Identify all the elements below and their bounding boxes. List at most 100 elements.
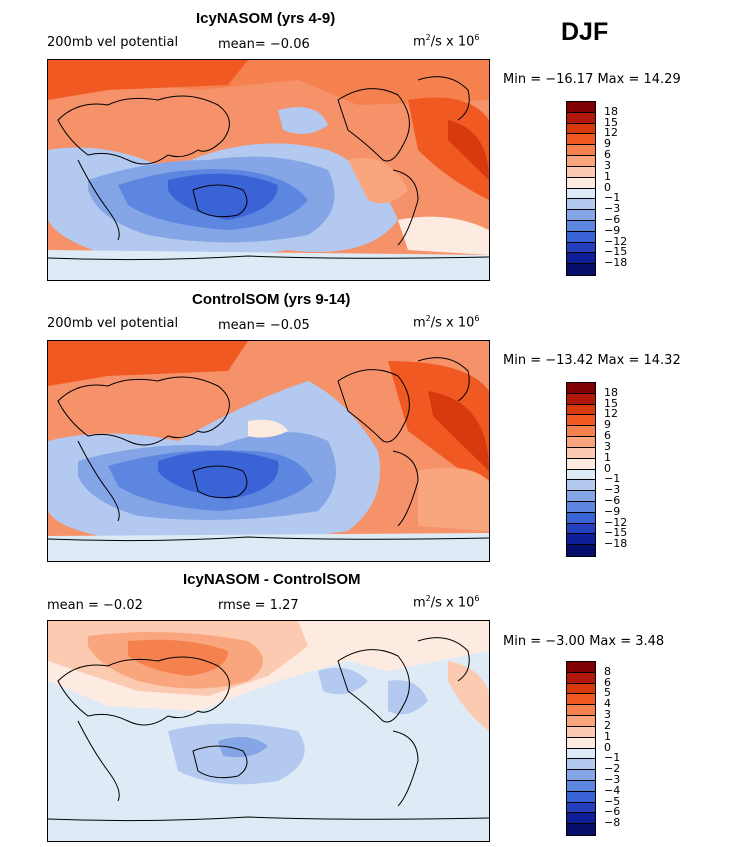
colorbar-swatch: [567, 426, 595, 438]
colorbar-swatch: [567, 156, 595, 167]
map-plot: [47, 620, 490, 842]
colorbar-swatch: [567, 545, 595, 556]
units-label: m2/s x 106: [413, 33, 480, 50]
colorbar-swatch: [567, 447, 595, 459]
colorbar-swatch: [567, 770, 595, 781]
colorbar-tick-label: 1: [604, 450, 611, 464]
panel-title: ControlSOM (yrs 9-14): [192, 291, 351, 308]
colorbar-swatch: [567, 683, 595, 695]
colorbar-tick-label: −3: [604, 772, 621, 786]
colorbar-tick-label: −5: [604, 794, 621, 808]
colorbar-swatch: [567, 737, 595, 749]
colorbar-swatch: [567, 123, 595, 135]
colorbar-tick-label: −1: [604, 751, 621, 765]
colorbar-swatch: [567, 780, 595, 792]
colorbar-swatch: [567, 393, 595, 405]
colorbar-tick-label: −15: [604, 526, 628, 540]
colorbar-swatch: [567, 491, 595, 502]
colorbar-tick-label: −8: [604, 816, 621, 830]
colorbar-tick-label: −18: [604, 537, 628, 551]
colorbar-tick-label: 0: [604, 740, 611, 754]
colorbar-swatches: [566, 661, 596, 836]
colorbar-swatch: [567, 791, 595, 803]
colorbar-tick-label: 18: [604, 385, 618, 399]
colorbar-swatch: [567, 253, 595, 265]
min-max-label: Min = −13.42 Max = 14.32: [503, 353, 681, 368]
colorbar-swatch: [567, 534, 595, 546]
colorbar-swatch: [567, 458, 595, 470]
colorbar-tick-label: −6: [604, 805, 621, 819]
colorbar-tick-label: 18: [604, 104, 618, 118]
colorbar-tick-label: 5: [604, 686, 611, 700]
variable-label: 200mb vel potential: [47, 316, 179, 331]
colorbar-swatch: [567, 662, 595, 673]
colorbar-swatch: [567, 512, 595, 524]
colorbar-swatch: [567, 716, 595, 727]
units-label: m2/s x 106: [413, 594, 480, 611]
colorbar-tick-label: 6: [604, 429, 611, 443]
colorbar-swatch: [567, 437, 595, 448]
rmse-value: rmse = 1.27: [218, 598, 299, 613]
colorbar-swatch: [567, 220, 595, 232]
colorbar-swatch: [567, 480, 595, 492]
colorbar-swatch: [567, 824, 595, 835]
mean-value: mean= −0.05: [218, 318, 310, 333]
colorbar-swatch: [567, 231, 595, 243]
colorbar-tick-label: −3: [604, 483, 621, 497]
colorbar-swatches: [566, 101, 596, 276]
colorbar-swatch: [567, 404, 595, 416]
colorbar-tick-label: 2: [604, 718, 611, 732]
colorbar-swatch: [567, 759, 595, 771]
colorbar-swatch: [567, 469, 595, 481]
colorbar-tick-label: −12: [604, 234, 628, 248]
colorbar-tick-label: 0: [604, 180, 611, 194]
colorbar-tick-label: −12: [604, 515, 628, 529]
panel-title: IcyNASOM - ControlSOM: [183, 571, 361, 588]
colorbar-tick-label: −9: [604, 504, 621, 518]
colorbar-swatch: [567, 802, 595, 814]
colorbar-tick-label: 9: [604, 418, 611, 432]
colorbar-tick-label: 9: [604, 137, 611, 151]
colorbar-swatch: [567, 705, 595, 717]
colorbar-swatch: [567, 383, 595, 394]
map-plot: [47, 340, 490, 562]
colorbar-swatch: [567, 112, 595, 124]
colorbar-tick-label: 1: [604, 729, 611, 743]
colorbar-tick-label: 0: [604, 461, 611, 475]
colorbar-swatch: [567, 166, 595, 178]
min-max-label: Min = −3.00 Max = 3.48: [503, 634, 665, 649]
colorbar-tick-label: 12: [604, 126, 618, 140]
colorbar-tick-label: −1: [604, 472, 621, 486]
min-max-label: Min = −16.17 Max = 14.29: [503, 72, 681, 87]
colorbar-swatch: [567, 523, 595, 535]
colorbar-tick-label: −9: [604, 223, 621, 237]
colorbar-swatch: [567, 242, 595, 254]
colorbar-swatch: [567, 188, 595, 200]
colorbar-swatch: [567, 264, 595, 275]
velocity-potential-map: [48, 341, 489, 561]
colorbar-tick-label: 8: [604, 664, 611, 678]
season-label: DJF: [561, 18, 609, 46]
colorbar-swatch: [567, 145, 595, 157]
colorbar-tick-label: 15: [604, 115, 618, 129]
colorbar-tick-label: 3: [604, 158, 611, 172]
mean-value: mean= −0.06: [218, 37, 310, 52]
colorbar-swatch: [567, 415, 595, 427]
colorbar-swatch: [567, 501, 595, 513]
colorbar-tick-label: 12: [604, 407, 618, 421]
colorbar-tick-label: −1: [604, 191, 621, 205]
colorbar-swatch: [567, 102, 595, 113]
colorbar-tick-label: 4: [604, 697, 611, 711]
colorbar-tick-label: −2: [604, 762, 621, 776]
colorbar-swatch: [567, 694, 595, 706]
colorbar-tick-label: 3: [604, 439, 611, 453]
colorbar-tick-label: −4: [604, 783, 621, 797]
colorbar-tick-label: −6: [604, 212, 621, 226]
colorbar-swatch: [567, 134, 595, 146]
colorbar-tick-label: −18: [604, 256, 628, 270]
colorbar-tick-label: −6: [604, 493, 621, 507]
colorbar-tick-label: −15: [604, 245, 628, 259]
colorbar-tick-label: 15: [604, 396, 618, 410]
units-label: m2/s x 106: [413, 314, 480, 331]
colorbar-tick-label: 1: [604, 169, 611, 183]
